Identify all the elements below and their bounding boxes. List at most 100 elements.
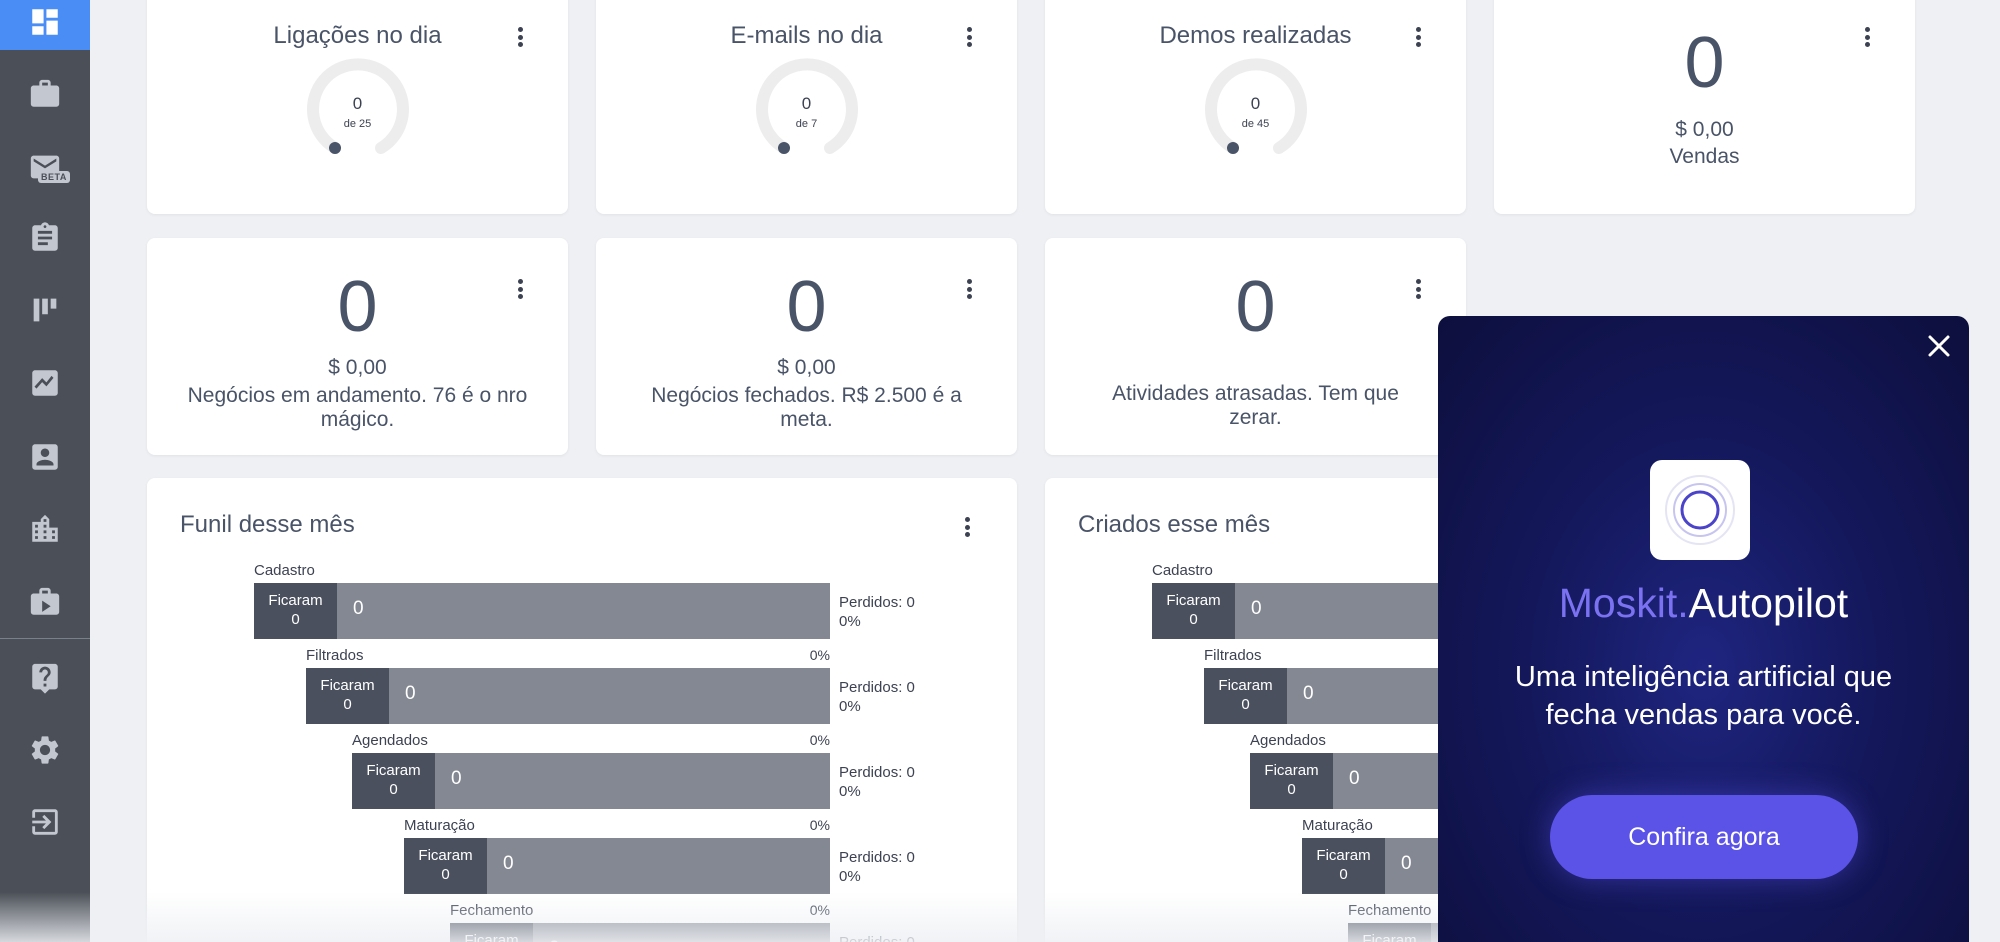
sidebar-item-tasks[interactable] [0,210,90,266]
kebab-dot [966,279,972,284]
funnel-stage-count: 0 [1303,683,1314,704]
card-menu-button[interactable] [959,276,979,302]
stat-card-late-activities: 0 Atividades atrasadas. Tem que zerar. [1045,238,1466,455]
kebab-dot [517,27,523,32]
funnel-stage-percent: 0% [809,647,830,663]
card-menu-button[interactable] [510,276,530,302]
gauge-ring [1204,58,1307,154]
funnel-stage-count: 0 [1401,853,1412,874]
sidebar-item-pipeline[interactable] [0,282,90,338]
close-icon [1928,335,1950,357]
kanban-icon [33,298,57,322]
gauge: 0 de 45 [1203,56,1309,162]
sidebar-item-dashboard[interactable] [0,0,90,50]
sidebar-item-help[interactable] [0,650,90,706]
gauge-target: de 45 [1241,118,1270,130]
brand-accent: Moskit. [1558,580,1689,626]
autopilot-logo [1650,460,1750,560]
funnel-stage-count: 0 [405,683,416,704]
beta-badge: BETA [38,171,70,183]
help-icon [32,663,58,694]
clipboard-icon [32,222,58,251]
funnel-stage-count: 0 [451,768,462,789]
funnel-stage-count: 0 [503,853,514,874]
funnel-stage-percent: 0% [809,902,830,918]
gauge-ring [306,58,409,154]
card-menu-button[interactable] [957,514,977,540]
kebab-dot [966,42,972,47]
sidebar-item-companies[interactable] [0,501,90,557]
funnel-stage-count: 0 [353,598,364,619]
kebab-dot [1864,34,1870,40]
funnel-stage-label: Fechamento [1348,902,1432,919]
card-menu-button[interactable] [510,24,530,50]
funnel-stage-lost: Perdidos: 00% [839,933,915,942]
funnel-stage-percent: 0% [809,732,830,748]
chart-line-icon [32,370,58,396]
funnel-stage-label: Agendados [1250,732,1326,749]
popup-brand: Moskit.Autopilot [1438,580,1969,627]
card-menu-button[interactable] [1408,276,1428,302]
funnel-stage-label: Cadastro [1152,562,1213,579]
stat-money: $ 0,00 [777,356,836,379]
kebab-dot [966,286,972,292]
sales-money: $ 0,00 [1675,118,1734,141]
sidebar-item-products[interactable] [0,574,90,630]
stat-description: Negócios fechados. R$ 2.500 é a meta. [651,384,962,431]
funnel-stage-label: Fechamento [450,902,534,919]
kebab-dot [966,27,972,32]
funnel-stage-label: Agendados [352,732,428,749]
popup-close-button[interactable] [1925,332,1953,360]
sidebar: BETA [0,0,90,942]
funnel-stage-label: Maturação [404,817,475,834]
sidebar-item-deals[interactable] [0,66,90,122]
sidebar-item-contacts[interactable] [0,429,90,485]
kebab-dot [964,517,970,522]
funnel-title: Criados esse mês [1078,511,1271,538]
funnel-title: Funil desse mês [180,511,355,538]
gauge-value: 0 [1250,94,1261,113]
sidebar-item-email[interactable]: BETA [0,139,90,195]
brand-main: Autopilot [1688,580,1849,626]
popup-text: Uma inteligência artificial que fecha ve… [1514,661,1893,731]
autopilot-promo-popup: Moskit.Autopilot Uma inteligência artifi… [1438,316,1969,942]
stat-value: 0 [1235,267,1276,347]
kebab-dot [517,286,523,292]
gauge-value: 0 [352,94,363,113]
card-menu-button[interactable] [1408,24,1428,50]
kebab-dot [1415,34,1421,40]
sales-label: Vendas [1669,145,1740,168]
stat-money: $ 0,00 [328,356,387,379]
stat-description: Atividades atrasadas. Tem que zerar. [1112,382,1399,429]
kebab-dot [1415,279,1421,284]
kebab-dot [1415,294,1421,299]
kebab-dot [966,34,972,40]
sidebar-item-settings[interactable] [0,722,90,778]
gear-icon [31,736,59,764]
confira-agora-button[interactable]: Confira agora [1550,795,1858,879]
funnel-stage-count: 0 [1251,598,1262,619]
kebab-dot [1864,42,1870,47]
funnel-stage-label: Maturação [1302,817,1373,834]
funnel-stage-label: Filtrados [1204,647,1262,664]
kebab-dot [966,294,972,299]
sidebar-item-logout[interactable] [0,794,90,850]
card-menu-button[interactable] [959,24,979,50]
sidebar-item-reports[interactable] [0,355,90,411]
card-menu-button[interactable] [1857,24,1877,50]
